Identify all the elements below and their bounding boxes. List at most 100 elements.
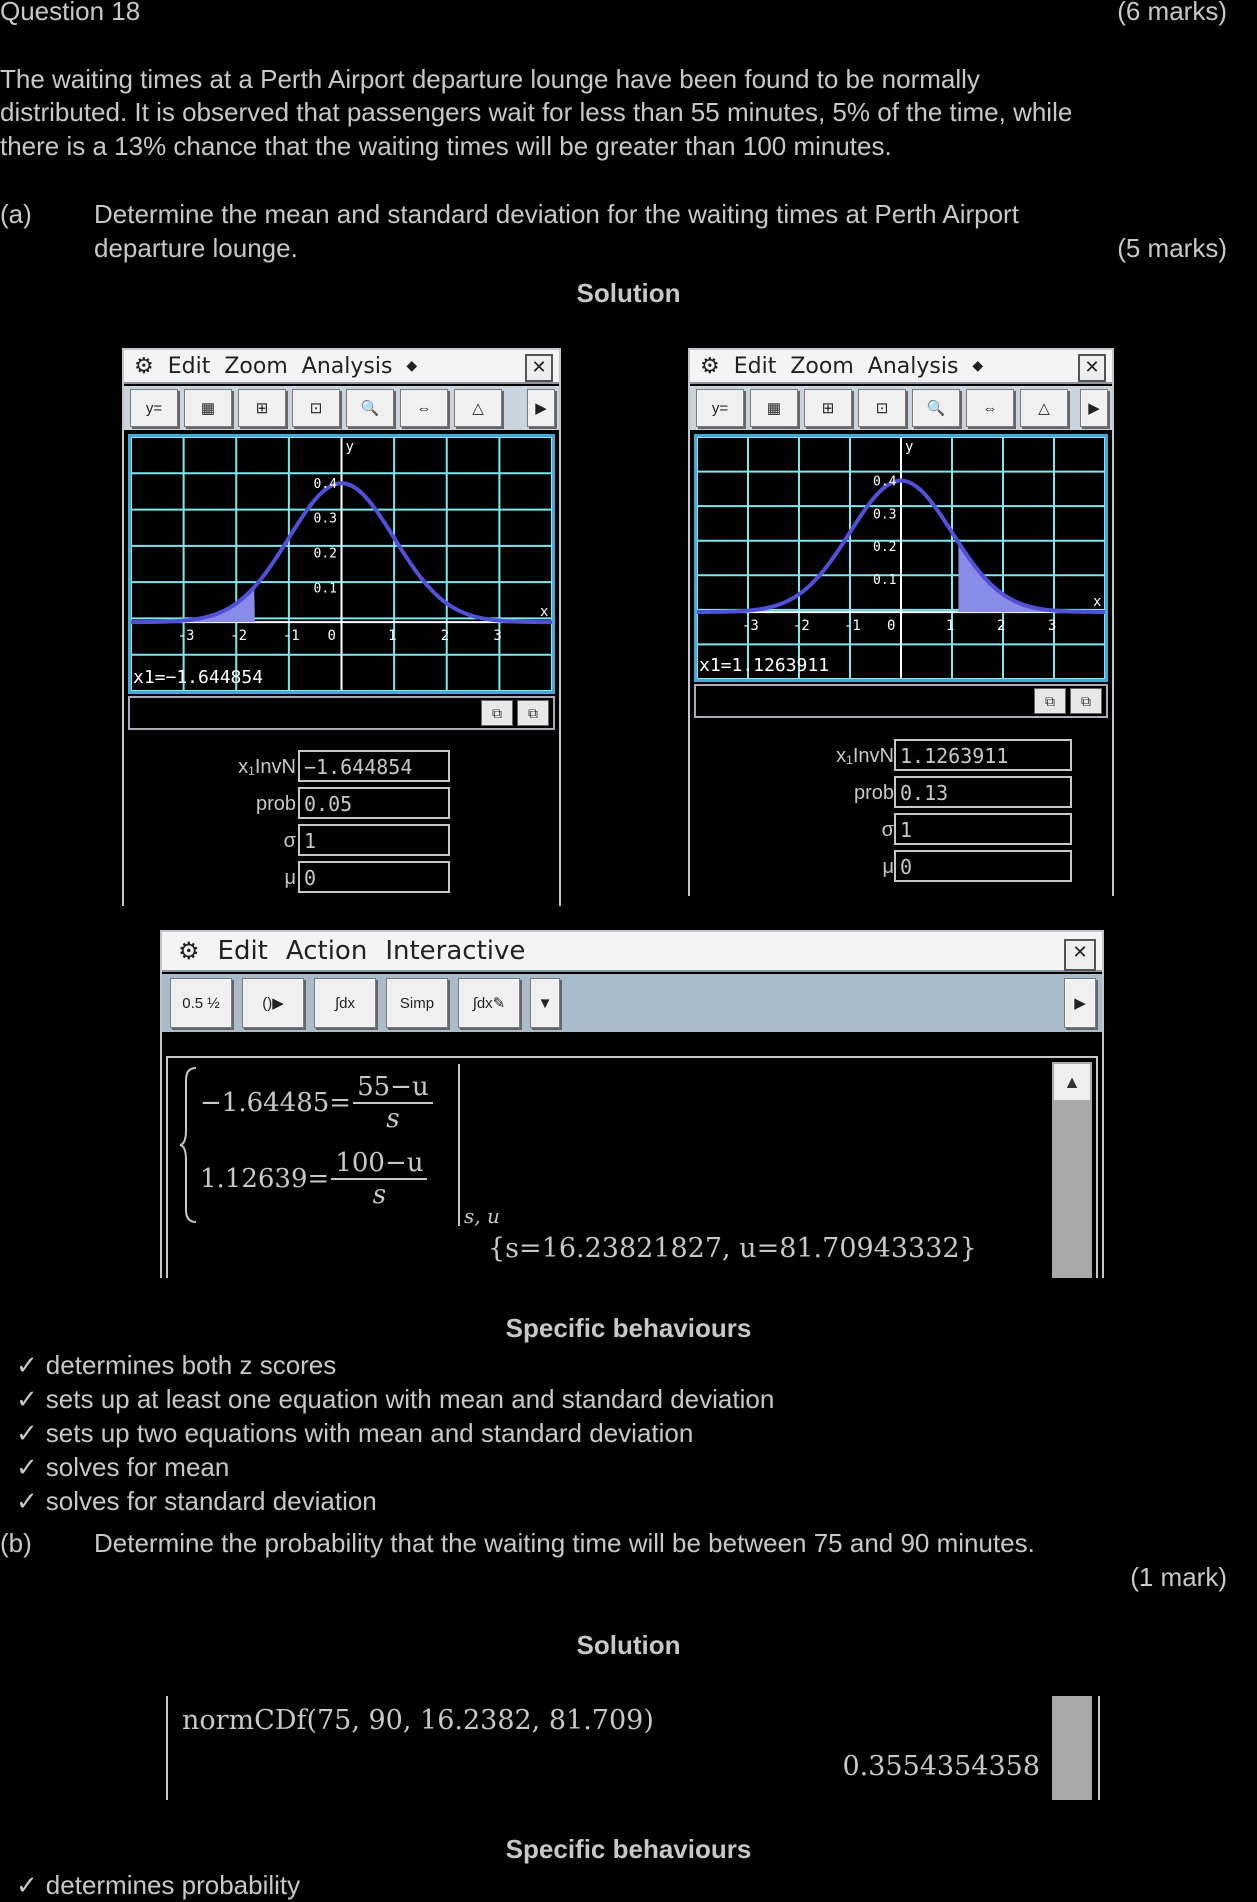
toolbar-arrow-button[interactable]: ▶: [527, 389, 555, 427]
menu-action[interactable]: Action: [285, 936, 368, 966]
normal-curve-plot-left: -3 -2 -1 1 2 3 0 0.1 0.2 0.3 0.4 y x x1=−1.644854: [131, 437, 552, 691]
behaviour-item: ✓ sets up at least one equation with mean…: [16, 1384, 774, 1415]
x-tick-label: 3: [493, 628, 501, 644]
field-input[interactable]: 0.13: [894, 776, 1072, 808]
field-input[interactable]: 0: [298, 861, 450, 893]
graph-area-left[interactable]: -3 -2 -1 1 2 3 0 0.1 0.2 0.3 0.4 y x x1=−1.644854: [128, 434, 555, 694]
menu-interactive[interactable]: Interactive: [385, 936, 526, 966]
diamond-icon[interactable]: ◆: [972, 358, 984, 374]
paste-icon[interactable]: ⧉: [517, 700, 549, 726]
diamond-icon[interactable]: ◆: [406, 358, 418, 374]
field-input[interactable]: 0.05: [298, 787, 450, 819]
check-icon: ✓: [16, 1871, 38, 1901]
equation-system: −1.64485= 55−u s 1.12639= 100−u s s, u: [178, 1064, 500, 1228]
x-tick-label: -3: [178, 628, 195, 644]
x-tick-label: 1: [946, 618, 954, 634]
differentiate-button[interactable]: ∫dx: [314, 978, 376, 1028]
field-input[interactable]: 1: [298, 824, 450, 856]
table-toggle-button[interactable]: y=: [130, 389, 178, 427]
toolbar-arrow-button[interactable]: ▶: [1080, 389, 1108, 427]
graph-toolbar-right: y= ▦ ⊞ ⊡ 🔍 ⇔ △ ▶: [690, 386, 1112, 430]
check-icon: ✓: [16, 1351, 38, 1381]
equation-1-denominator: s: [386, 1104, 400, 1134]
decimal-toggle-button[interactable]: 0.5 ½: [170, 978, 232, 1028]
main-work-area[interactable]: ▲ −1.64485= 55−u s 1.12639= 100−u s: [166, 1056, 1098, 1278]
menu-edit[interactable]: Edit: [733, 353, 777, 379]
simplify-button[interactable]: Simp: [386, 978, 448, 1028]
pan-button[interactable]: ⇔: [400, 389, 448, 427]
zoom-in-button[interactable]: 🔍: [346, 389, 394, 427]
gear-icon[interactable]: ⚙: [178, 937, 200, 965]
copy-icon[interactable]: ⧉: [481, 700, 513, 726]
execute-button[interactable]: (⁠⁠⁠)▶: [242, 978, 304, 1028]
scroll-up-icon[interactable]: ▲: [1054, 1064, 1090, 1100]
gear-icon[interactable]: ⚙: [700, 353, 720, 379]
y-tick-label: 0.1: [314, 581, 337, 596]
trace-button[interactable]: ⊡: [292, 389, 340, 427]
question-marks: (6 marks): [1117, 0, 1227, 26]
behaviour-text: determines both z scores: [45, 1350, 337, 1380]
origin-label: 0: [328, 628, 336, 644]
copy-icon[interactable]: ⧉: [1034, 688, 1066, 714]
graph-menubar-left: ⚙ Edit Zoom Analysis ◆: [124, 350, 559, 384]
field-label: μ: [284, 867, 296, 889]
behaviour-item: ✓ determines probability: [16, 1870, 300, 1901]
x-tick-label: 2: [997, 618, 1005, 634]
behaviour-text: solves for standard deviation: [45, 1486, 377, 1516]
field-label: σ: [283, 830, 296, 852]
vertical-scrollbar[interactable]: [1052, 1696, 1092, 1800]
x-axis-label: x: [540, 604, 548, 620]
x-tick-label: 3: [1048, 618, 1056, 634]
zoom-box-button[interactable]: ⊞: [804, 389, 852, 427]
pan-button[interactable]: ⇔: [966, 389, 1014, 427]
menu-zoom[interactable]: Zoom: [224, 353, 288, 379]
graph-statusbar-left: ⧉ ⧉: [128, 696, 555, 730]
part-b-label: (b): [0, 1528, 32, 1558]
check-icon: ✓: [16, 1453, 38, 1483]
trace-readout: x1=−1.644854: [133, 667, 263, 688]
more-dropdown-button[interactable]: ▼: [530, 978, 560, 1028]
field-input[interactable]: 0: [894, 850, 1072, 882]
table-toggle-button[interactable]: y=: [696, 389, 744, 427]
close-icon[interactable]: ✕: [1064, 939, 1096, 971]
gear-icon[interactable]: ⚙: [134, 353, 154, 379]
y-axis-label: y: [905, 439, 913, 455]
equation-1-left: −1.64485=: [200, 1088, 352, 1118]
field-input[interactable]: 1.1263911: [894, 739, 1072, 771]
table-button[interactable]: ▦: [750, 389, 798, 427]
intro-line-2: distributed. It is observed that passeng…: [0, 97, 1073, 127]
vertical-scrollbar[interactable]: ▲: [1052, 1062, 1092, 1278]
trace-button[interactable]: ⊡: [858, 389, 906, 427]
menu-analysis[interactable]: Analysis: [867, 353, 959, 379]
sketch-button[interactable]: △: [454, 389, 502, 427]
intro-line-1: The waiting times at a Perth Airport dep…: [0, 64, 980, 94]
field-label: x₁InvN: [836, 745, 894, 767]
field-label: μ: [882, 856, 894, 878]
menu-edit[interactable]: Edit: [167, 353, 211, 379]
menu-edit[interactable]: Edit: [217, 936, 268, 966]
menu-analysis[interactable]: Analysis: [301, 353, 393, 379]
main-menubar: ⚙ Edit Action Interactive: [162, 932, 1102, 972]
close-icon[interactable]: ✕: [525, 354, 553, 382]
field-input[interactable]: −1.644854: [298, 750, 450, 782]
zoom-box-button[interactable]: ⊞: [238, 389, 286, 427]
main-app-window: ⚙ Edit Action Interactive ✕ 0.5 ½ (⁠⁠⁠)▶…: [160, 930, 1104, 1278]
shaded-probability-area: [958, 542, 1105, 613]
close-icon[interactable]: ✕: [1078, 354, 1106, 382]
table-button[interactable]: ▦: [184, 389, 232, 427]
toolbar-arrow-button[interactable]: ▶: [1064, 978, 1096, 1028]
equation-1-numerator: 55−u: [353, 1072, 433, 1104]
sketch-button[interactable]: △: [1020, 389, 1068, 427]
zoom-in-button[interactable]: 🔍: [912, 389, 960, 427]
behaviour-text: sets up two equations with mean and stan…: [45, 1418, 694, 1448]
integrate-button[interactable]: ∫dx✎: [458, 978, 520, 1028]
behaviour-text: determines probability: [45, 1870, 301, 1900]
graph-statusbar-right: ⧉ ⧉: [694, 684, 1108, 718]
field-input[interactable]: 1: [894, 813, 1072, 845]
menu-zoom[interactable]: Zoom: [790, 353, 854, 379]
graph-area-right[interactable]: -3 -2 -1 1 2 3 0 0.1 0.2 0.3 0.4 y x x1=1.1263911: [694, 434, 1108, 682]
paste-icon[interactable]: ⧉: [1070, 688, 1102, 714]
x-tick-label: -1: [844, 618, 861, 634]
part-a-line-1: Determine the mean and standard deviatio…: [94, 199, 1019, 229]
normal-curve: [697, 478, 1105, 615]
